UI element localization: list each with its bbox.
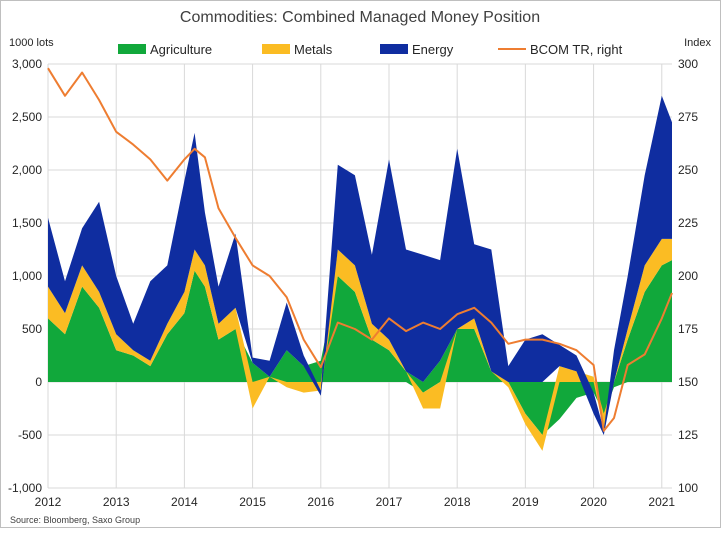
y-right-tick-label: 100	[678, 481, 698, 495]
legend-swatch	[380, 44, 408, 54]
legend-label: Agriculture	[150, 42, 212, 57]
x-tick-label: 2019	[512, 495, 539, 509]
y-left-tick-label: 1,500	[12, 216, 42, 230]
y-left-tick-label: 3,000	[12, 57, 42, 71]
y-left-tick-label: 500	[22, 322, 42, 336]
y-left-unit-label: 1000 lots	[9, 37, 54, 49]
legend-label: Metals	[294, 42, 333, 57]
y-right-tick-label: 200	[678, 269, 698, 283]
x-tick-label: 2012	[35, 495, 62, 509]
line-layer	[47, 67, 673, 432]
area-series-energy	[48, 95, 672, 436]
x-tick-label: 2015	[239, 495, 266, 509]
x-tick-label: 2018	[444, 495, 471, 509]
x-tick-label: 2016	[307, 495, 334, 509]
legend-label: BCOM TR, right	[530, 42, 623, 57]
area-series-metals	[48, 238, 672, 451]
axis-layer: 3,000 2,500 2,000 1,500 1,000 500 0 -500 -1,000 3…	[8, 57, 698, 509]
chart-title: Commodities: Combined Managed Money Posi…	[180, 9, 540, 26]
x-tick-label: 2020	[580, 495, 607, 509]
y-right-tick-label: 300	[678, 57, 698, 71]
source-note: Source: Bloomberg, Saxo Group	[10, 515, 140, 525]
x-tick-label: 2014	[171, 495, 198, 509]
y-right-tick-label: 125	[678, 428, 698, 442]
y-right-tick-label: 225	[678, 216, 698, 230]
legend-swatch	[118, 44, 146, 54]
y-left-tick-label: -500	[18, 428, 42, 442]
x-tick-label: 2017	[376, 495, 403, 509]
y-right-tick-label: 150	[678, 375, 698, 389]
grid-layer	[47, 63, 672, 489]
y-left-tick-label: -1,000	[8, 481, 42, 495]
legend-swatch	[262, 44, 290, 54]
y-left-tick-label: 2,500	[12, 110, 42, 124]
area-series-agriculture	[48, 260, 672, 435]
y-left-tick-label: 0	[35, 375, 42, 389]
x-tick-label: 2021	[648, 495, 675, 509]
legend-label: Energy	[412, 42, 454, 57]
y-right-unit-label: Index	[684, 37, 711, 49]
y-right-tick-label: 250	[678, 163, 698, 177]
y-right-tick-label: 175	[678, 322, 698, 336]
legend: Agriculture Metals Energy BCOM TR, right	[118, 42, 623, 57]
y-right-tick-label: 275	[678, 110, 698, 124]
line-series-bcom-tr	[47, 67, 673, 432]
y-left-tick-label: 1,000	[12, 269, 42, 283]
x-tick-label: 2013	[103, 495, 130, 509]
area-layer	[48, 95, 672, 451]
y-left-tick-label: 2,000	[12, 163, 42, 177]
